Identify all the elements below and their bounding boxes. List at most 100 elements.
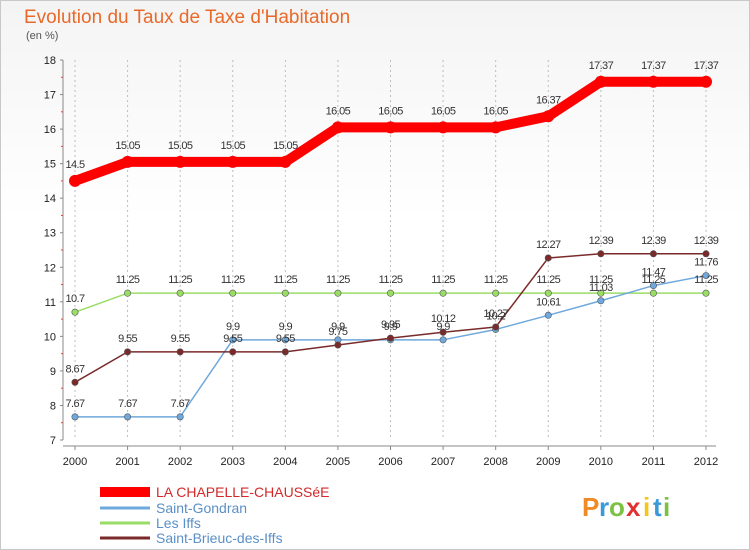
logo-letter: x (626, 492, 641, 522)
x-tick-label: 2001 (115, 456, 139, 468)
y-tick-label: 10 (44, 331, 56, 343)
data-label: 11.76 (694, 257, 718, 269)
data-point (597, 297, 605, 305)
x-tick-label: 2003 (221, 456, 245, 468)
chart-subtitle: (en %) (26, 30, 58, 42)
y-tick-label: 13 (44, 228, 56, 240)
data-label: 11.25 (273, 274, 297, 286)
data-point (544, 311, 552, 319)
data-label: 11.25 (642, 274, 666, 286)
data-label: 9.9 (436, 321, 450, 333)
data-point (174, 155, 187, 168)
data-label: 7.67 (118, 398, 137, 410)
x-tick-label: 2008 (483, 456, 507, 468)
data-point (121, 155, 134, 168)
x-tick-label: 2012 (694, 456, 718, 468)
legend-swatch (100, 506, 150, 510)
data-point (71, 413, 79, 421)
data-point (702, 272, 710, 280)
data-label: 11.25 (116, 274, 140, 286)
y-tick-label: 15 (44, 159, 56, 171)
x-tick-label: 2011 (642, 456, 666, 468)
y-tick-label: 14 (44, 193, 56, 205)
data-point (229, 336, 237, 344)
data-point (649, 282, 657, 290)
data-label: 11.47 (642, 267, 666, 279)
y-tick-label: 18 (44, 55, 56, 67)
data-label: 11.03 (589, 282, 613, 294)
x-tick-label: 2000 (63, 456, 87, 468)
data-point (386, 289, 394, 297)
data-point (384, 121, 397, 134)
data-label: 10.61 (536, 296, 561, 308)
data-label: 16.05 (431, 105, 456, 117)
y-tick-label: 8 (50, 400, 56, 412)
data-label: 9.55 (171, 333, 190, 345)
data-point (176, 289, 184, 297)
legend-swatch (100, 521, 150, 525)
logo-letter: P (582, 492, 599, 522)
data-point (229, 289, 237, 297)
data-point (281, 289, 289, 297)
data-point (544, 254, 552, 262)
data-point (124, 413, 132, 421)
data-label: 11.25 (589, 274, 613, 286)
data-point (279, 155, 292, 168)
data-label: 16.05 (483, 105, 508, 117)
y-tick-label: 9 (50, 366, 56, 378)
data-point (124, 348, 132, 356)
data-label: 12.39 (641, 235, 666, 247)
data-label: 14.5 (65, 159, 84, 171)
data-label: 11.25 (431, 274, 455, 286)
logo-letter: o (609, 492, 625, 522)
data-point (176, 348, 184, 356)
data-label: 9.9 (226, 321, 240, 333)
data-point (71, 378, 79, 386)
data-label: 9.75 (328, 326, 347, 338)
data-label: 15.05 (115, 140, 140, 152)
data-label: 11.25 (536, 274, 560, 286)
data-labels: 14.5 15.05 15.05 15.05 15.05 16.05 16.05 16.05 1… (65, 60, 719, 410)
data-label: 16.05 (326, 105, 351, 117)
data-point (489, 121, 502, 134)
data-point (176, 413, 184, 421)
data-label: 9.9 (331, 321, 345, 333)
data-point (597, 250, 605, 258)
data-label: 9.9 (384, 321, 398, 333)
data-point (594, 75, 607, 88)
logo-letter: r (599, 492, 609, 522)
data-point (69, 174, 81, 187)
data-point (597, 289, 605, 297)
x-tick-label: 2010 (589, 456, 613, 468)
y-tick-label: 17 (44, 90, 56, 102)
legend-swatch (100, 536, 150, 540)
data-point (334, 289, 342, 297)
data-point (492, 289, 500, 297)
series-group (69, 75, 712, 421)
data-point (702, 250, 710, 258)
x-tick-label: 2006 (378, 456, 402, 468)
x-tick-label: 2007 (431, 456, 455, 468)
data-point (439, 328, 447, 336)
chart-title: Evolution du Taux de Taxe d'Habitation (24, 7, 350, 28)
axes: 7 8 9 10 11 12 13 14 15 16 17 18 2000 2001 2002 2003 200… (44, 55, 718, 468)
data-point (124, 289, 132, 297)
data-label: 12.39 (589, 235, 614, 247)
data-point (281, 336, 289, 344)
data-label: 9.95 (381, 319, 400, 331)
legend-label: Les Iffs (156, 515, 201, 531)
data-label: 15.05 (220, 140, 245, 152)
x-tick-label: 2005 (326, 456, 350, 468)
data-label: 10.7 (65, 293, 84, 305)
data-label: 12.39 (694, 235, 719, 247)
data-label: 15.05 (168, 140, 193, 152)
data-label: 10.2 (486, 310, 505, 322)
data-label: 17.37 (694, 60, 719, 72)
data-label: 17.37 (641, 60, 666, 72)
data-label: 16.37 (536, 94, 561, 106)
data-point (334, 341, 342, 349)
data-label: 9.55 (276, 333, 295, 345)
